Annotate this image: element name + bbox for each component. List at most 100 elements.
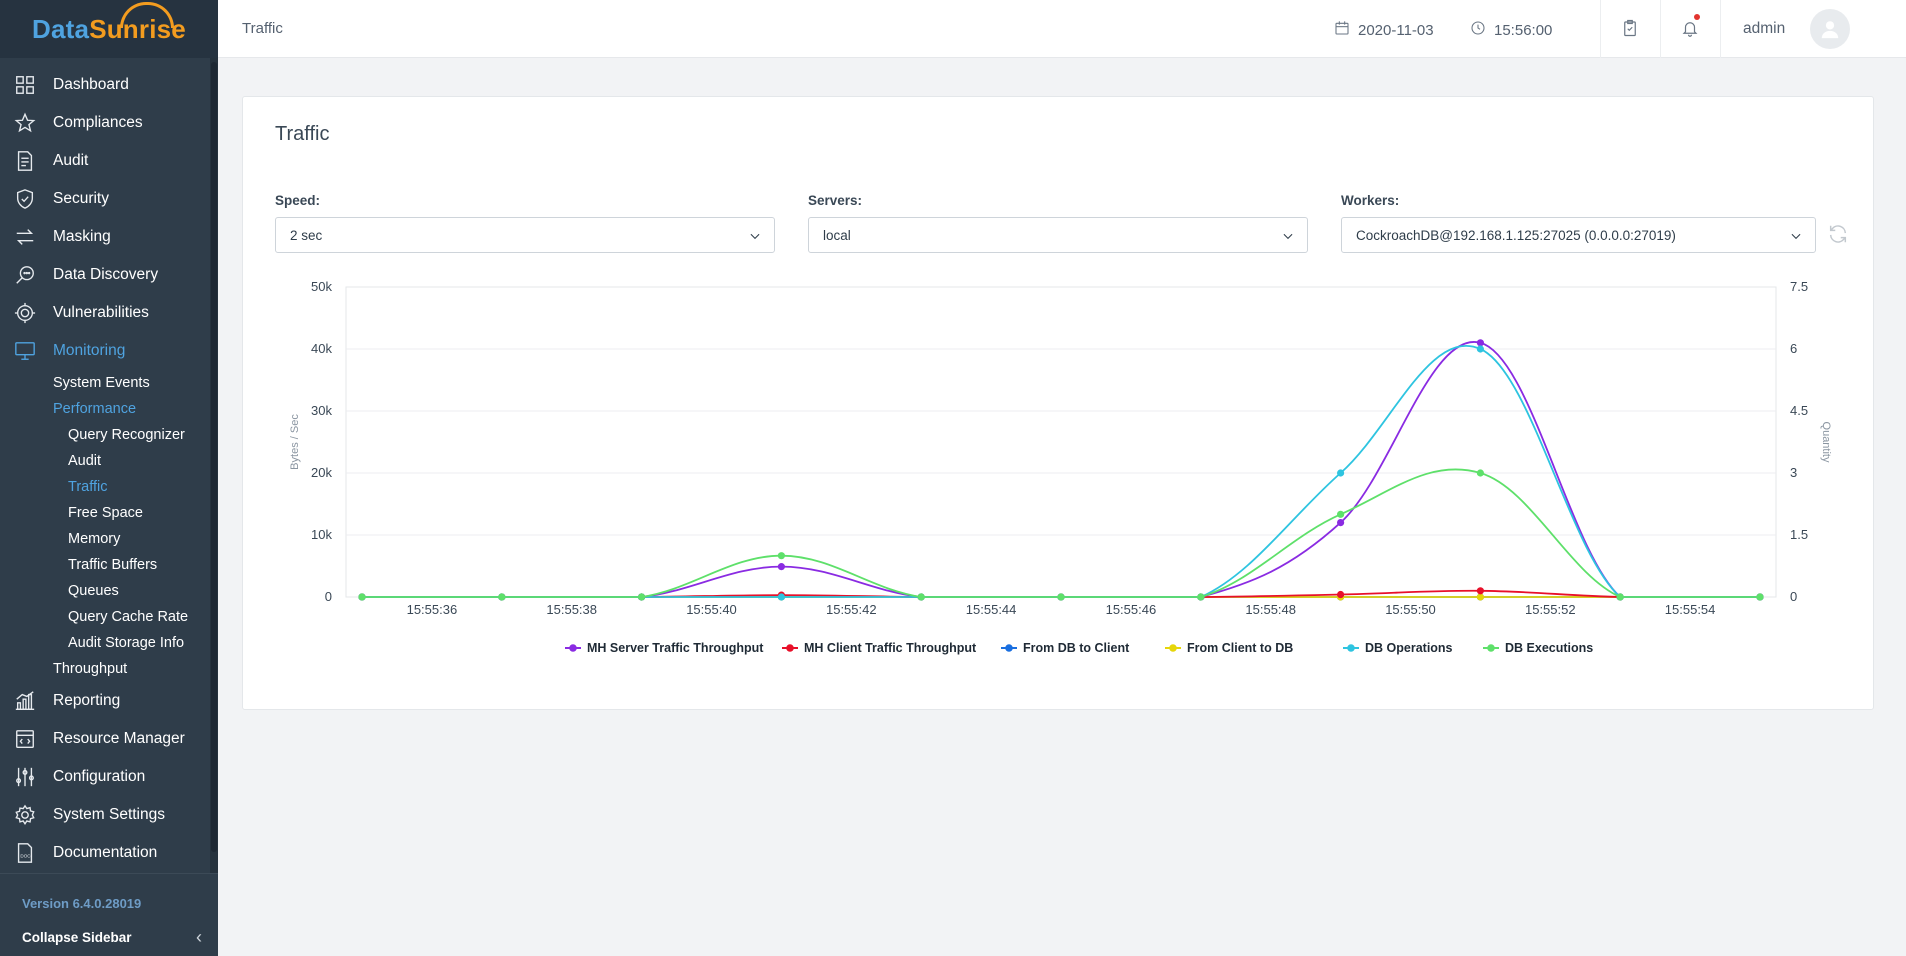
header-divider <box>1660 0 1661 58</box>
sidebar-item-vulnerabilities[interactable]: Vulnerabilities <box>0 294 208 332</box>
avatar[interactable] <box>1810 9 1850 49</box>
workers-label: Workers: <box>1341 193 1400 208</box>
sidebar-scrollbar-thumb[interactable] <box>211 62 217 852</box>
legend-item: DB Operations <box>1365 641 1453 655</box>
x-tick-label: 15:55:40 <box>686 602 737 617</box>
data-point <box>1337 590 1345 599</box>
y-tick-label: 50k <box>311 279 332 294</box>
speed-select[interactable]: 2 sec <box>275 217 775 253</box>
sidebar-item-label: Audit <box>53 152 89 169</box>
sidebar-item-label: Dashboard <box>53 76 129 93</box>
data-point <box>777 593 786 601</box>
x-tick-label: 15:55:42 <box>826 602 877 617</box>
data-point <box>1057 593 1065 601</box>
legend-swatch-dot <box>1005 644 1013 652</box>
refresh-button[interactable] <box>1827 223 1851 247</box>
data-point <box>1337 469 1345 477</box>
sidebar-item-configuration[interactable]: Configuration <box>0 758 208 796</box>
sidebar-item-label: Reporting <box>53 692 121 709</box>
sidebar-item-dashboard[interactable]: Dashboard <box>0 66 208 104</box>
doc-icon: DOC <box>13 841 37 865</box>
sidebar-item-reporting[interactable]: Reporting <box>0 682 208 720</box>
logo-text-data: Data <box>32 13 90 44</box>
svg-text:DOC: DOC <box>20 854 31 859</box>
legend-item: From Client to DB <box>1187 641 1293 655</box>
sidebar-item-data-discovery[interactable]: Data Discovery <box>0 256 208 294</box>
servers-label: Servers: <box>808 193 863 208</box>
sidebar-item-system-settings[interactable]: System Settings <box>0 796 208 834</box>
sidebar-item-label: System Settings <box>53 806 165 823</box>
servers-select[interactable]: local <box>808 217 1308 253</box>
sidebar-subitem-memory[interactable]: Memory <box>68 531 121 547</box>
sidebar-item-label: Compliances <box>53 114 143 131</box>
time-display: 15:56:00 <box>1470 20 1552 40</box>
x-tick-label: 15:55:46 <box>1106 602 1157 617</box>
y2-axis-title: Quantity <box>1820 422 1832 463</box>
chevron-down-icon <box>1281 229 1295 243</box>
sidebar-subitem-traffic[interactable]: Traffic <box>68 479 108 495</box>
sidebar-item-audit[interactable]: Audit <box>0 142 208 180</box>
sidebar-item-label: Masking <box>53 228 111 245</box>
data-point <box>498 593 506 601</box>
workers-select[interactable]: CockroachDB@192.168.1.125:27025 (0.0.0.0… <box>1341 217 1816 253</box>
date-display: 2020-11-03 <box>1334 20 1434 40</box>
series-line-5 <box>361 468 1760 598</box>
user-name[interactable]: admin <box>1743 20 1786 37</box>
target-icon <box>13 301 37 325</box>
header-divider <box>1600 0 1601 58</box>
breadcrumb: Traffic <box>242 20 283 37</box>
sidebar-subitem-audit-storage-info[interactable]: Audit Storage Info <box>68 635 185 651</box>
sidebar-footer: Version 6.4.0.28019 Collapse Sidebar ‹ <box>0 873 218 956</box>
collapse-sidebar-label: Collapse Sidebar <box>22 930 132 945</box>
logo[interactable]: DataSunrise <box>32 1 186 45</box>
sidebar-subitem-queues[interactable]: Queues <box>68 583 119 599</box>
sidebar-item-security[interactable]: Security <box>0 180 208 218</box>
legend-item: MH Client Traffic Throughput <box>804 641 977 655</box>
sidebar-subitem-system-events[interactable]: System Events <box>53 375 150 391</box>
legend-swatch-dot <box>1169 644 1177 652</box>
traffic-card: Traffic Speed: 2 sec Servers: local Work… <box>242 96 1874 710</box>
bar-chart-icon <box>13 689 37 713</box>
x-tick-label: 15:55:52 <box>1525 602 1576 617</box>
sidebar-item-compliances[interactable]: Compliances <box>0 104 208 142</box>
sidebar-item-masking[interactable]: Masking <box>0 218 208 256</box>
date-value: 2020-11-03 <box>1358 21 1434 39</box>
y-tick-label: 20k <box>311 465 332 480</box>
data-point <box>777 563 786 571</box>
sidebar-subitem-audit[interactable]: Audit <box>68 453 102 469</box>
sidebar-item-label: Data Discovery <box>53 266 159 283</box>
sidebar-subitem-free-space[interactable]: Free Space <box>68 505 143 521</box>
shield-icon <box>13 187 37 211</box>
clipboard-button[interactable] <box>1618 16 1642 40</box>
x-tick-label: 15:55:38 <box>546 602 597 617</box>
sidebar-item-monitoring[interactable]: Monitoring <box>0 332 208 370</box>
y2-tick-label: 0 <box>1790 589 1797 604</box>
monitor-icon <box>13 339 37 363</box>
sidebar-subitem-throughput[interactable]: Throughput <box>53 661 128 677</box>
notification-dot <box>1694 14 1700 20</box>
data-point <box>1756 593 1764 601</box>
data-point <box>917 593 925 601</box>
sidebar-subitem-query-recognizer[interactable]: Query Recognizer <box>68 427 185 443</box>
y-tick-label: 40k <box>311 341 332 356</box>
y2-tick-label: 4.5 <box>1790 403 1808 418</box>
notifications-button[interactable] <box>1678 14 1702 40</box>
sidebar-subitem-query-cache-rate[interactable]: Query Cache Rate <box>68 609 189 625</box>
x-tick-label: 15:55:44 <box>966 602 1017 617</box>
collapse-sidebar-button[interactable]: Collapse Sidebar ‹ <box>22 927 202 947</box>
logo-area: DataSunrise <box>0 0 218 58</box>
time-value: 15:56:00 <box>1494 21 1553 39</box>
chat-search-icon <box>13 263 37 287</box>
sidebar-item-documentation[interactable]: DOC Documentation <box>0 834 208 871</box>
data-point <box>1476 593 1484 601</box>
sidebar-subitem-traffic-buffers[interactable]: Traffic Buffers <box>68 557 158 573</box>
sidebar-item-resource-manager[interactable]: Resource Manager <box>0 720 208 758</box>
y-axis-title: Bytes / Sec <box>289 414 301 470</box>
sidebar-subitem-performance[interactable]: Performance <box>53 401 137 417</box>
data-point <box>1476 469 1484 477</box>
y2-tick-label: 6 <box>1790 341 1797 356</box>
legend-swatch-dot <box>1347 644 1355 652</box>
refresh-icon <box>1829 225 1847 243</box>
legend-item: MH Server Traffic Throughput <box>587 641 764 655</box>
legend-item: From DB to Client <box>1023 641 1130 655</box>
